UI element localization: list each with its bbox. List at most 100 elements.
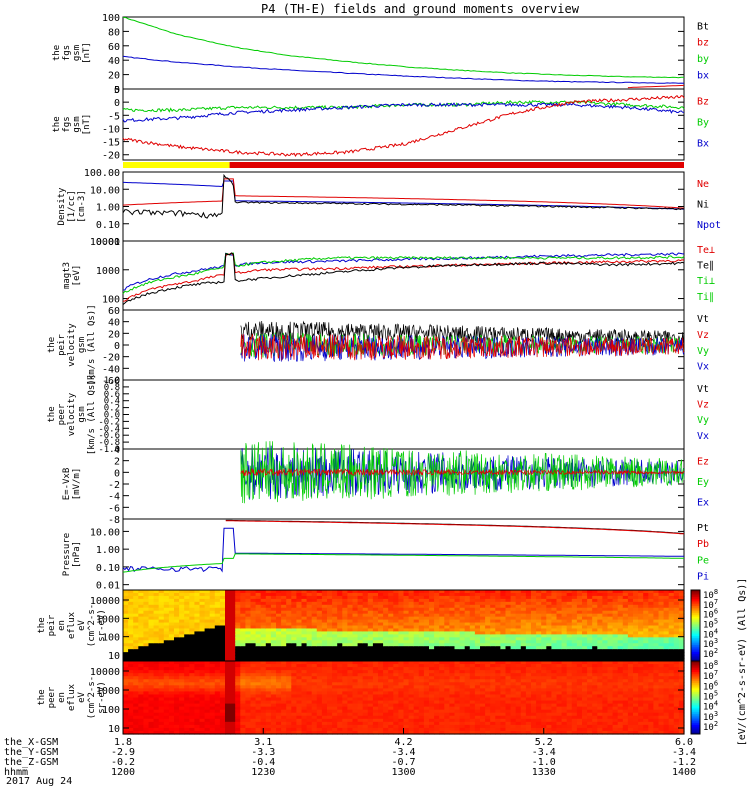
y-axis-label: [nT] — [82, 42, 92, 64]
y-axis-label: [km/s (All Qs)] — [87, 304, 97, 385]
legend-entry: Vz — [697, 399, 709, 410]
y-tick-label: -15 — [102, 138, 120, 149]
y-axis-label: the — [52, 45, 62, 61]
y-axis-label: eflux — [67, 683, 77, 711]
y-tick-label: 20 — [108, 329, 120, 340]
y-axis-label: the — [47, 406, 57, 422]
plot-title: P4 (TH-E) fields and ground moments over… — [261, 2, 580, 16]
y-axis-label: [mV/m] — [72, 468, 82, 501]
y-axis-label: peir — [47, 614, 57, 636]
y-axis-label: [nT] — [82, 114, 92, 136]
y-tick-label: 1.00 — [96, 203, 120, 214]
y-tick-label: -20 — [102, 151, 120, 162]
y-axis-label: the — [37, 689, 47, 705]
y-tick-label: 10.00 — [90, 185, 120, 196]
y-axis-label: the — [37, 617, 47, 633]
y-tick-label: 4 — [114, 445, 120, 456]
legend-entry: Vt — [697, 314, 709, 325]
y-axis-label: en — [57, 692, 67, 703]
y-axis-label: magt3 — [62, 262, 72, 289]
y-tick-label: -10 — [102, 124, 120, 135]
y-axis-label: peer — [57, 403, 67, 425]
y-axis-label: E=-VxB — [62, 468, 72, 501]
y-axis-label: (cm^2-s- — [87, 676, 97, 719]
legend-entry: Vy — [697, 415, 709, 426]
legend-entry: Te⊥ — [697, 245, 715, 256]
y-axis-label: [km/s (All Qs)] — [87, 374, 97, 455]
legend-entry: Npot — [697, 220, 721, 231]
y-tick-label: 0.01 — [96, 581, 120, 592]
y-tick-label: -5 — [108, 111, 120, 122]
y-tick-label: 100.00 — [84, 168, 120, 179]
y-tick-label: 100 — [102, 295, 120, 306]
y-axis-label: Density — [57, 187, 67, 226]
y-axis-label: the — [52, 116, 62, 132]
y-tick-label: 1000 — [96, 266, 120, 277]
legend-entry: Vx — [697, 362, 709, 373]
legend-entry: Pi — [697, 572, 709, 583]
legend-entry: Vx — [697, 431, 709, 442]
y-axis-label: [eV] — [72, 265, 82, 287]
y-axis-label: gsm — [72, 45, 82, 61]
y-axis-label: (cm^2-s- — [87, 604, 97, 647]
legend-entry: Te∥ — [697, 260, 714, 271]
y-tick-label: 40 — [108, 56, 120, 67]
legend-entry: Vz — [697, 330, 709, 341]
y-tick-label: -2 — [108, 480, 120, 491]
y-tick-label: 60 — [108, 306, 120, 317]
y-tick-label: 0.10 — [96, 220, 120, 231]
y-tick-label: -8 — [108, 515, 120, 526]
y-tick-label: -40 — [102, 364, 120, 375]
legend-entry: by — [697, 54, 709, 65]
y-tick-label: 10.00 — [90, 527, 120, 538]
legend-entry: By — [697, 118, 709, 129]
y-tick-label: 10 — [108, 651, 120, 662]
y-axis-label: [nPa] — [72, 541, 82, 568]
legend-entry: Vy — [697, 346, 709, 357]
y-tick-label: 40 — [108, 318, 120, 329]
y-tick-label: 1000 — [96, 614, 120, 625]
legend-entry: bx — [697, 70, 709, 81]
legend-entry: Pb — [697, 539, 709, 550]
y-axis-label: Pressure — [62, 533, 72, 576]
y-tick-label: 60 — [108, 42, 120, 53]
legend-entry: Bt — [697, 21, 709, 32]
y-tick-label: 20 — [108, 71, 120, 82]
mode-bar-slow — [123, 162, 230, 168]
y-axis-label: [cm-3] — [77, 190, 87, 223]
y-tick-label: 2 — [114, 457, 120, 468]
legend-entry: Bx — [697, 138, 709, 149]
legend-entry: Pe — [697, 555, 709, 566]
y-tick-label: 0 — [114, 341, 120, 352]
y-axis-label: the — [47, 337, 57, 353]
legend-entry: Pt — [697, 523, 709, 534]
y-axis-label: peir — [57, 334, 67, 356]
y-tick-label: -4 — [108, 492, 120, 503]
y-tick-label: 10000 — [90, 237, 120, 248]
y-tick-label: -20 — [102, 353, 120, 364]
y-axis-label: eV — [77, 692, 87, 703]
legend-entry: Ey — [697, 477, 709, 488]
y-axis-label: gsm — [72, 116, 82, 132]
y-tick-label: 0 — [114, 468, 120, 479]
y-tick-label: 100 — [102, 13, 120, 24]
legend-entry: Ne — [697, 179, 709, 190]
y-tick-label: 100 — [102, 633, 120, 644]
legend-entry: Bz — [697, 97, 709, 108]
y-tick-label: -6 — [108, 503, 120, 514]
y-tick-label: 1.00 — [96, 545, 120, 556]
y-axis-label: velocity — [67, 323, 77, 367]
y-axis-label: velocity — [67, 392, 77, 436]
legend-entry: Vt — [697, 384, 709, 395]
y-tick-label: 80 — [108, 27, 120, 38]
legend-entry: Ti∥ — [697, 292, 714, 303]
y-axis-label: eV — [77, 620, 87, 631]
y-tick-label: 0.10 — [96, 563, 120, 574]
legend-entry: bz — [697, 38, 709, 49]
y-axis-label: en — [57, 620, 67, 631]
y-axis-label: eflux — [67, 611, 77, 639]
y-tick-label: 5 — [114, 85, 120, 96]
